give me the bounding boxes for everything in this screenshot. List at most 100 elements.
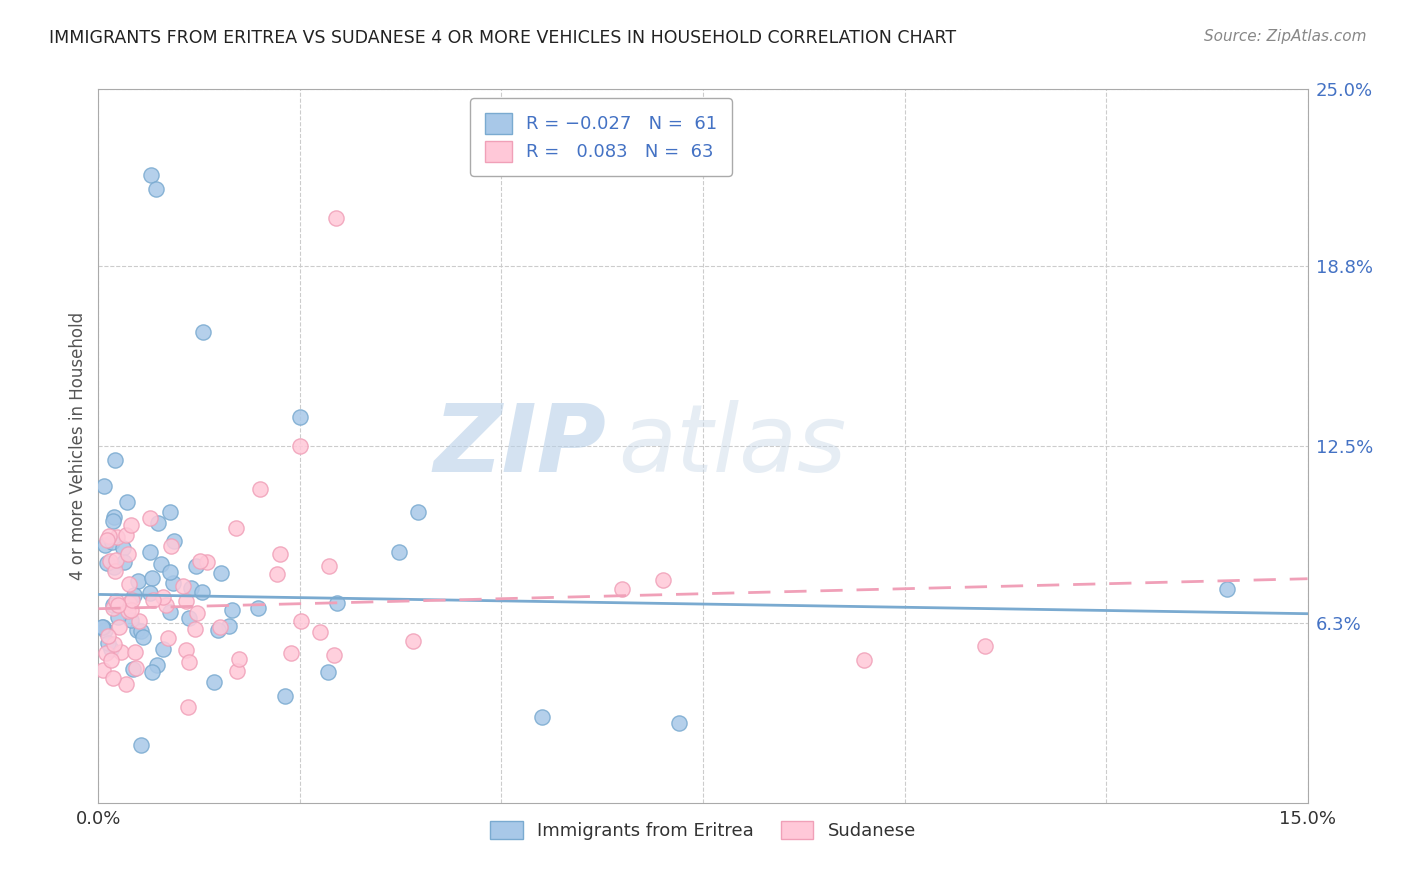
Point: [104, 453, 127, 467]
Point: [117, 547, 139, 561]
Point: [228, 652, 250, 666]
Point: [226, 664, 249, 678]
Point: [193, 325, 215, 339]
Point: [139, 586, 162, 600]
Point: [172, 579, 194, 593]
Point: [139, 168, 162, 182]
Point: [174, 593, 197, 607]
Point: [94, 538, 117, 552]
Point: [118, 577, 141, 591]
Point: [247, 601, 270, 615]
Point: [612, 582, 634, 596]
Point: [104, 564, 127, 578]
Point: [96, 646, 118, 660]
Point: [530, 710, 553, 724]
Point: [96, 629, 118, 643]
Point: [149, 557, 172, 571]
Point: [103, 637, 125, 651]
Point: [101, 598, 124, 612]
Point: [155, 599, 177, 613]
Point: [176, 643, 198, 657]
Point: [117, 604, 139, 618]
Point: [97, 636, 120, 650]
Text: Source: ZipAtlas.com: Source: ZipAtlas.com: [1204, 29, 1367, 44]
Text: ZIP: ZIP: [433, 400, 606, 492]
Point: [101, 600, 124, 615]
Point: [273, 689, 295, 703]
Point: [100, 642, 122, 657]
Point: [105, 530, 128, 544]
Point: [132, 630, 155, 644]
Point: [122, 588, 145, 602]
Point: [177, 656, 200, 670]
Point: [115, 677, 138, 691]
Point: [107, 609, 129, 624]
Point: [1216, 582, 1239, 596]
Point: [208, 620, 231, 634]
Y-axis label: 4 or more Vehicles in Household: 4 or more Vehicles in Household: [69, 312, 87, 580]
Point: [91, 620, 114, 634]
Point: [91, 663, 114, 677]
Point: [651, 573, 673, 587]
Point: [195, 555, 218, 569]
Legend: Immigrants from Eritrea, Sudanese: Immigrants from Eritrea, Sudanese: [482, 814, 924, 847]
Point: [97, 529, 120, 543]
Point: [221, 603, 243, 617]
Point: [103, 510, 125, 524]
Point: [145, 657, 167, 672]
Point: [157, 632, 180, 646]
Point: [225, 521, 247, 535]
Point: [308, 624, 330, 639]
Point: [103, 672, 125, 686]
Point: [218, 618, 240, 632]
Point: [96, 556, 118, 570]
Point: [107, 598, 129, 612]
Point: [129, 624, 152, 639]
Point: [103, 560, 125, 574]
Point: [290, 614, 312, 628]
Point: [98, 554, 121, 568]
Point: [118, 596, 141, 610]
Point: [128, 614, 150, 628]
Point: [269, 547, 291, 561]
Point: [159, 565, 181, 579]
Point: [101, 514, 124, 528]
Point: [93, 478, 115, 492]
Point: [974, 639, 997, 653]
Text: IMMIGRANTS FROM ERITREA VS SUDANESE 4 OR MORE VEHICLES IN HOUSEHOLD CORRELATION : IMMIGRANTS FROM ERITREA VS SUDANESE 4 OR…: [49, 29, 956, 46]
Point: [184, 558, 207, 573]
Point: [127, 574, 149, 589]
Point: [141, 571, 163, 585]
Point: [94, 623, 117, 637]
Point: [100, 653, 122, 667]
Point: [146, 516, 169, 530]
Point: [108, 620, 131, 634]
Point: [207, 623, 229, 637]
Point: [177, 611, 200, 625]
Point: [120, 518, 142, 533]
Point: [114, 528, 136, 542]
Point: [96, 533, 118, 547]
Point: [322, 648, 344, 662]
Point: [139, 544, 162, 558]
Point: [188, 553, 211, 567]
Point: [120, 613, 142, 627]
Point: [125, 661, 148, 675]
Point: [104, 553, 127, 567]
Point: [110, 644, 132, 658]
Point: [408, 505, 430, 519]
Point: [100, 534, 122, 549]
Point: [105, 593, 128, 607]
Point: [853, 653, 876, 667]
Point: [668, 715, 690, 730]
Point: [112, 555, 135, 569]
Point: [318, 559, 340, 574]
Point: [191, 585, 214, 599]
Point: [162, 576, 184, 591]
Point: [402, 633, 425, 648]
Point: [325, 211, 347, 225]
Point: [288, 410, 311, 425]
Point: [141, 665, 163, 679]
Point: [325, 597, 347, 611]
Point: [152, 641, 174, 656]
